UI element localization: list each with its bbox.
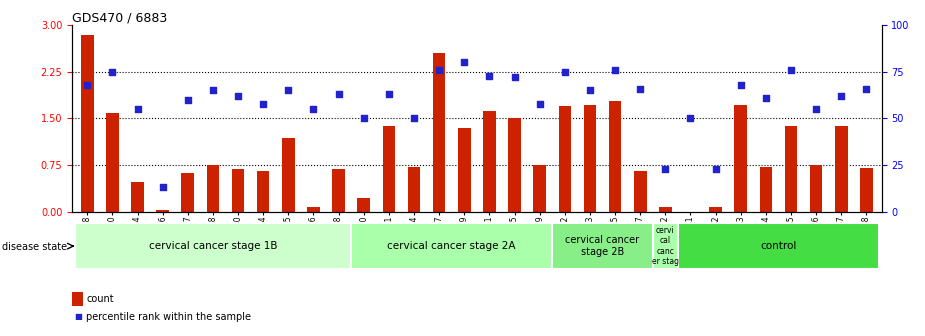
- Bar: [784, 126, 797, 212]
- Bar: [709, 207, 722, 212]
- Bar: [282, 138, 294, 212]
- Point: [482, 73, 497, 78]
- Text: cervical cancer stage 2A: cervical cancer stage 2A: [388, 241, 516, 251]
- Bar: [458, 128, 471, 212]
- Bar: [257, 171, 269, 212]
- Bar: [75, 223, 352, 269]
- Point: [583, 88, 598, 93]
- Point: [356, 116, 371, 121]
- Point: [306, 107, 321, 112]
- Bar: [408, 167, 420, 212]
- Point: [230, 93, 245, 99]
- Point: [130, 107, 145, 112]
- Point: [734, 82, 748, 88]
- Point: [683, 116, 697, 121]
- Bar: [559, 106, 571, 212]
- Point: [709, 166, 723, 171]
- Bar: [584, 105, 597, 212]
- Bar: [609, 101, 622, 212]
- Text: disease state: disease state: [2, 242, 67, 252]
- Point: [105, 69, 119, 75]
- Bar: [357, 198, 370, 212]
- Text: ■: ■: [74, 312, 81, 321]
- Point: [783, 67, 798, 73]
- Point: [80, 82, 94, 88]
- Bar: [678, 223, 879, 269]
- Point: [205, 88, 220, 93]
- Bar: [383, 126, 395, 212]
- Bar: [131, 182, 143, 212]
- Point: [256, 101, 271, 106]
- Point: [281, 88, 296, 93]
- Text: cervi
cal
canc
er stag: cervi cal canc er stag: [652, 226, 679, 266]
- Point: [457, 60, 472, 65]
- Bar: [181, 173, 194, 212]
- Point: [758, 95, 773, 100]
- Bar: [352, 223, 552, 269]
- Bar: [332, 169, 345, 212]
- Bar: [810, 165, 822, 212]
- Bar: [106, 114, 118, 212]
- Text: cervical cancer
stage 2B: cervical cancer stage 2B: [565, 235, 639, 257]
- Point: [180, 97, 195, 102]
- Text: control: control: [760, 241, 796, 251]
- Bar: [433, 53, 446, 212]
- Point: [507, 75, 522, 80]
- Bar: [156, 210, 169, 212]
- Point: [859, 86, 874, 91]
- Bar: [653, 223, 678, 269]
- Point: [608, 67, 623, 73]
- Point: [834, 93, 849, 99]
- Point: [808, 107, 823, 112]
- Point: [658, 166, 672, 171]
- Text: percentile rank within the sample: percentile rank within the sample: [86, 312, 251, 322]
- Point: [532, 101, 547, 106]
- Bar: [860, 168, 872, 212]
- Bar: [483, 111, 496, 212]
- Bar: [734, 105, 747, 212]
- Bar: [660, 207, 672, 212]
- Point: [155, 185, 170, 190]
- Text: cervical cancer stage 1B: cervical cancer stage 1B: [149, 241, 278, 251]
- Bar: [307, 207, 320, 212]
- Bar: [552, 223, 653, 269]
- Point: [558, 69, 573, 75]
- Bar: [81, 35, 93, 212]
- Bar: [508, 119, 521, 212]
- Bar: [232, 169, 244, 212]
- Bar: [534, 165, 546, 212]
- Bar: [634, 171, 647, 212]
- Text: count: count: [86, 294, 114, 304]
- Bar: [206, 165, 219, 212]
- Point: [331, 91, 346, 97]
- Bar: [759, 167, 772, 212]
- Point: [432, 67, 447, 73]
- Bar: [835, 126, 847, 212]
- Point: [633, 86, 648, 91]
- Point: [407, 116, 422, 121]
- Point: [381, 91, 396, 97]
- Text: GDS470 / 6883: GDS470 / 6883: [72, 12, 167, 25]
